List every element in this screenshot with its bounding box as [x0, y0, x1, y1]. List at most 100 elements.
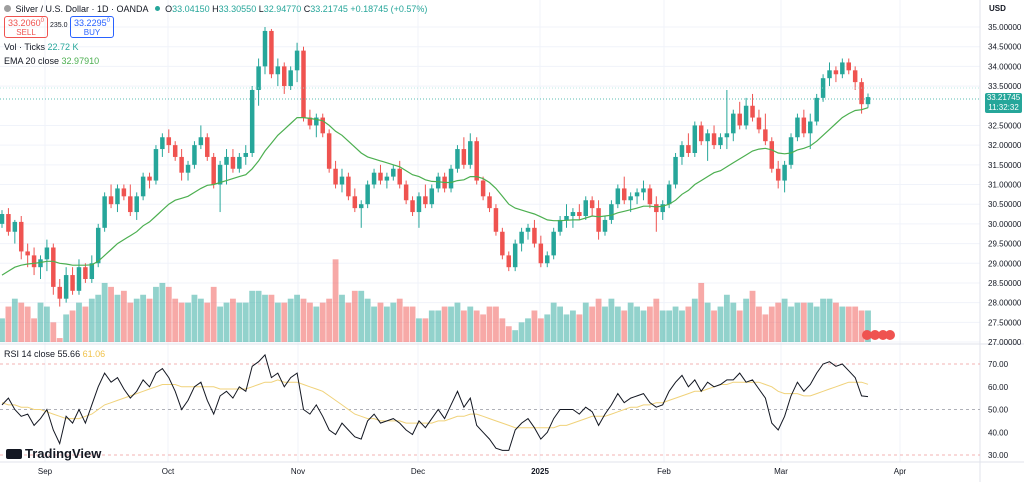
time-tick-label: Sep	[38, 467, 53, 476]
candle-body	[262, 30, 268, 67]
candle-body	[224, 156, 229, 165]
price-tick-label: 28.00000	[988, 299, 1022, 308]
volume-bar	[108, 286, 114, 342]
volume-bar	[197, 298, 204, 342]
candle-body	[403, 184, 409, 201]
tradingview-logo[interactable]: TradingView	[6, 446, 101, 461]
tradingview-logo-text: TradingView	[25, 446, 102, 461]
rsi-axis[interactable]: 70.00 60.00 50.00 40.00 30.00	[988, 360, 1009, 460]
candle-body	[519, 231, 524, 244]
candle-body	[0, 214, 5, 224]
candle-body	[666, 184, 672, 205]
candle-body	[846, 62, 852, 71]
candle-body	[673, 156, 678, 185]
volume-bar	[37, 302, 44, 342]
candle-body	[217, 164, 223, 185]
volume-bar	[101, 282, 108, 342]
volume-bar	[95, 294, 102, 342]
time-tick-label: Oct	[162, 467, 175, 476]
candle-body	[859, 82, 864, 105]
candle-body	[692, 125, 698, 153]
volume-bars	[0, 259, 871, 342]
volume-bar	[390, 302, 397, 342]
candle-body	[185, 164, 191, 173]
candle-body	[89, 263, 95, 279]
time-tick-label: Dec	[411, 467, 425, 476]
price-tick-label: 31.50000	[988, 161, 1022, 170]
candle-body	[326, 133, 332, 169]
volume-legend[interactable]: Vol · Ticks 22.72 K	[4, 42, 79, 52]
volume-bar	[608, 298, 615, 342]
volume-bar	[5, 306, 12, 342]
volume-bar	[236, 302, 243, 342]
volume-bar	[460, 310, 467, 342]
time-tick-label: Nov	[291, 467, 305, 476]
buy-label: BUY	[83, 28, 101, 38]
price-tick-label: 33.50000	[988, 82, 1022, 91]
volume-bar	[505, 326, 512, 342]
rsi-label: RSI 14 close	[4, 349, 56, 359]
volume-bar	[339, 294, 345, 342]
candle-body	[384, 176, 390, 181]
candle-body	[557, 219, 563, 232]
candle-body	[63, 275, 69, 299]
candle-body	[211, 156, 216, 185]
rsi-line	[1, 353, 869, 451]
candle-body	[172, 145, 178, 157]
price-tick-label: 35.00000	[988, 23, 1022, 32]
bar-countdown: 11:32:32	[988, 103, 1019, 112]
volume-bar	[537, 318, 544, 342]
rsi-value: 55.66	[57, 349, 81, 359]
volume-bar	[659, 310, 666, 342]
time-axis[interactable]: Sep Oct Nov Dec 2025 Feb Mar Apr	[38, 467, 907, 476]
rsi-tick-label: 50.00	[988, 406, 1009, 415]
volume-bar	[242, 302, 249, 342]
volume-bar	[448, 306, 454, 342]
currency-label[interactable]: USD	[989, 4, 1006, 13]
candle-body	[782, 164, 787, 181]
candle-body	[756, 117, 762, 130]
spread-value: 235.0	[50, 22, 68, 29]
rsi-tick-label: 70.00	[988, 360, 1009, 369]
candle-body	[795, 117, 800, 138]
sell-button[interactable]: 33.20600 SELL	[4, 16, 48, 38]
volume-bar	[531, 310, 538, 342]
volume-bar	[403, 306, 410, 342]
candle-body	[205, 137, 210, 157]
price-axis[interactable]: 35.00000 34.50000 34.00000 33.50000 32.50000…	[988, 23, 1022, 347]
volume-bar	[691, 298, 698, 342]
volume-bar	[165, 286, 172, 342]
candle-body	[487, 196, 492, 209]
buy-button[interactable]: 33.22950 BUY	[70, 16, 114, 38]
candle-body	[391, 168, 396, 177]
volume-bar	[743, 298, 750, 342]
volume-bar	[717, 306, 724, 342]
rsi-legend[interactable]: RSI 14 close 55.66 61.06	[4, 349, 105, 359]
candle-body	[243, 153, 249, 157]
volume-bar	[640, 310, 647, 342]
candle-body	[179, 156, 184, 173]
candle-body	[679, 145, 685, 157]
candle-body	[596, 208, 601, 232]
time-tick-label: Mar	[774, 467, 788, 476]
symbol-title[interactable]: Silver / U.S. Dollar · 1D · OANDA	[15, 4, 149, 14]
volume-bar	[287, 298, 294, 342]
volume-bar	[120, 290, 127, 342]
volume-bar	[800, 302, 807, 342]
volume-bar	[544, 314, 551, 342]
candle-body	[140, 176, 146, 197]
ema-legend[interactable]: EMA 20 close 32.97910	[4, 56, 99, 66]
event-badges[interactable]	[862, 330, 895, 340]
price-tick-label: 29.50000	[988, 240, 1022, 249]
volume-bar	[698, 282, 705, 342]
volume-bar	[781, 298, 788, 342]
candle-body	[6, 214, 11, 232]
volume-bar	[820, 298, 827, 342]
volume-bar	[416, 318, 422, 342]
volume-bar	[826, 298, 833, 342]
low-value: 32.94770	[263, 4, 302, 14]
volume-bar	[140, 294, 147, 342]
candle-body	[198, 137, 204, 146]
volume-bar	[525, 318, 531, 342]
